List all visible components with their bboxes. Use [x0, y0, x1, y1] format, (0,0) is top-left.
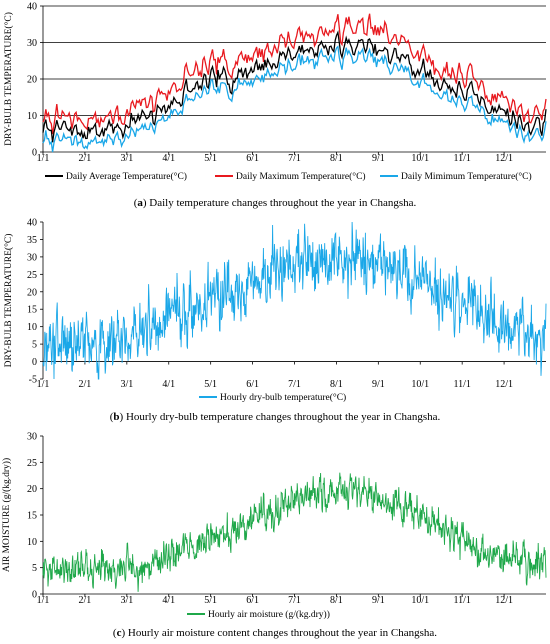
x-tick-label: 11/1 [453, 379, 470, 390]
x-tick-label: 1/1 [37, 595, 50, 606]
legend-label: Hourly air moisture (g/(kg.dry)) [208, 609, 330, 620]
x-tick-label: 10/1 [411, 153, 429, 164]
daily-temperature-chart: 0 10 20 30 40 1/1 2/1 3/1 4/1 5/1 6/1 7/1 8/1 9/1 10/1… [3, 2, 547, 182]
caption-c: (c) Hourly air moisture content changes … [112, 627, 438, 639]
caption-b-text: Hourly dry-bulb temperature changes thro… [123, 411, 441, 423]
x-tick-label: 7/1 [288, 379, 301, 390]
x-tick-label: 4/1 [162, 595, 175, 606]
x-tick-label: 9/1 [372, 379, 385, 390]
x-tick-label: 3/1 [120, 379, 133, 390]
y-axis-label: AIR MOISTURE (g/(kg.dry)) [1, 458, 12, 572]
series-line [42, 13, 547, 135]
x-tick-label: 9/1 [372, 595, 385, 606]
x-tick-label: 12/1 [495, 379, 513, 390]
x-tick-label: 2/1 [79, 379, 92, 390]
x-tick-label: 5/1 [204, 595, 217, 606]
y-tick-label: 20 [27, 287, 37, 298]
y-tick-label: 10 [27, 537, 37, 548]
legend-label: Daily Maximum Temperature(°C) [236, 171, 366, 182]
hourly-temperature-chart: -5 0 5 10 15 20 25 30 35 40 1/1 2/1 3/1 4/1 5/1 6/1 7/1 8… [3, 218, 547, 403]
y-tick-label: 30 [27, 432, 37, 443]
x-tick-label: 8/1 [330, 379, 343, 390]
series-line [42, 45, 547, 153]
y-tick-label: 0 [32, 148, 37, 159]
hourly-moisture-chart: 0 5 10 15 20 25 30 1/1 2/1 3/1 4/1 5/1 6/1 7/1 8/1 9/1 1… [1, 432, 547, 620]
x-tick-label: 4/1 [162, 379, 175, 390]
y-tick-label: 40 [27, 2, 37, 13]
y-tick-label: 30 [27, 38, 37, 49]
x-tick-label: 9/1 [372, 153, 385, 164]
y-tick-label: -5 [29, 375, 37, 386]
x-tick-label: 5/1 [204, 379, 217, 390]
y-tick-label: 15 [27, 305, 37, 316]
x-tick-label: 7/1 [288, 153, 301, 164]
caption-c-text: Hourly air moisture content changes thro… [125, 627, 438, 639]
y-tick-label: 35 [27, 235, 37, 246]
y-tick-label: 40 [27, 218, 37, 229]
y-tick-label: 10 [27, 111, 37, 122]
y-tick-label: 5 [32, 563, 37, 574]
x-tick-label: 10/1 [411, 595, 429, 606]
x-tick-label: 1/1 [37, 379, 50, 390]
y-tick-label: 20 [27, 75, 37, 86]
x-tick-label: 2/1 [79, 153, 92, 164]
caption-b-label: b [113, 411, 120, 423]
x-tick-label: 10/1 [411, 379, 429, 390]
x-tick-label: 8/1 [330, 595, 343, 606]
y-tick-label: 0 [32, 357, 37, 368]
y-tick-label: 30 [27, 252, 37, 263]
y-tick-label: 10 [27, 322, 37, 333]
x-tick-label: 12/1 [495, 595, 513, 606]
series-line [42, 30, 547, 143]
y-tick-label: 0 [32, 590, 37, 601]
y-axis-label: DRY-BULB TEMPERATURE(°C) [3, 12, 14, 146]
x-tick-label: 6/1 [246, 379, 259, 390]
x-tick-label: 2/1 [79, 595, 92, 606]
x-tick-label: 6/1 [246, 153, 259, 164]
y-tick-label: 5 [32, 340, 37, 351]
series-line [42, 221, 547, 380]
x-tick-label: 11/1 [453, 153, 470, 164]
legend-label: Daily Average Temperature(°C) [66, 171, 187, 182]
x-tick-label: 3/1 [120, 153, 133, 164]
caption-a-label: a [137, 197, 143, 209]
x-tick-label: 11/1 [453, 595, 470, 606]
series-line [42, 472, 547, 592]
y-tick-label: 20 [27, 484, 37, 495]
legend-label: Hourly dry-bulb temperature(°C) [220, 392, 346, 403]
caption-c-label: c [116, 627, 122, 639]
y-tick-label: 15 [27, 511, 37, 522]
caption-b: (b) Hourly dry-bulb temperature changes … [109, 411, 441, 423]
y-axis-label: DRY-BULB TEMPERATURE(°C) [3, 234, 14, 368]
x-tick-label: 1/1 [37, 153, 50, 164]
legend-label: Daily Mimimum Temperature(°C) [401, 171, 532, 182]
x-tick-label: 7/1 [288, 595, 301, 606]
caption-a: (a) Daily temperature changes throughout… [133, 197, 417, 209]
x-tick-label: 8/1 [330, 153, 343, 164]
y-tick-label: 25 [27, 458, 37, 469]
x-tick-label: 12/1 [495, 153, 513, 164]
x-tick-label: 3/1 [120, 595, 133, 606]
x-tick-label: 4/1 [162, 153, 175, 164]
caption-a-text: Daily temperature changes throughout the… [146, 197, 417, 209]
x-tick-label: 6/1 [246, 595, 259, 606]
x-tick-label: 5/1 [204, 153, 217, 164]
y-tick-label: 25 [27, 270, 37, 281]
